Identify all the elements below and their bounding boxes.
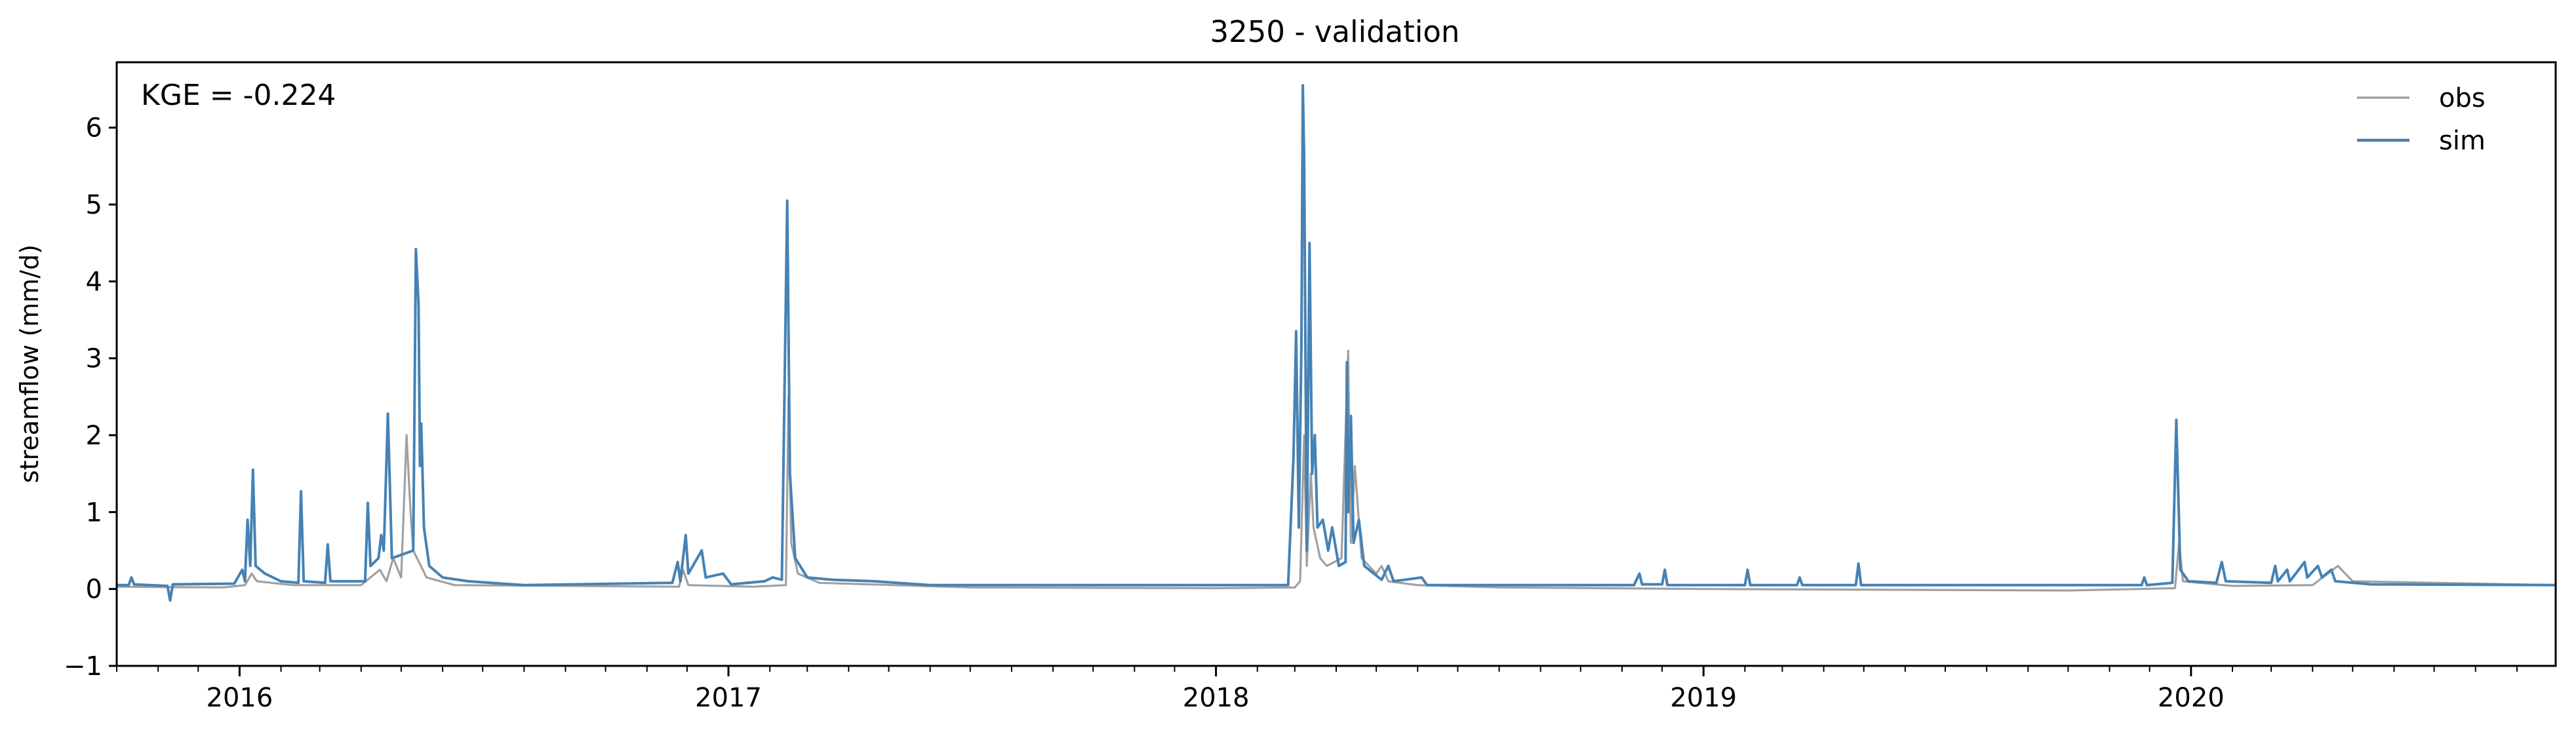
series-line-sim <box>117 84 2556 602</box>
x-tick-label: 2020 <box>2158 683 2225 713</box>
x-axis: 2016 2017 2018 2019 2020 <box>116 666 2518 713</box>
legend-label-sim: sim <box>2439 126 2486 156</box>
y-tick-label: 4 <box>86 267 102 297</box>
y-tick-label: −1 <box>64 651 102 682</box>
y-tick-label: 2 <box>86 421 102 451</box>
x-tick-label: 2019 <box>1670 683 1737 713</box>
y-tick-label: 1 <box>86 497 102 528</box>
y-tick-label: 6 <box>86 113 102 144</box>
y-tick-label: 5 <box>86 190 102 220</box>
y-tick-label: 3 <box>86 344 102 374</box>
x-tick-label: 2016 <box>207 683 273 713</box>
kge-annotation: KGE = -0.224 <box>141 79 336 112</box>
x-tick-label: 2018 <box>1183 683 1250 713</box>
chart-title: 3250 - validation <box>1210 14 1460 49</box>
legend: obs sim <box>2357 83 2486 156</box>
y-axis-label: streamflow (mm/d) <box>15 244 44 483</box>
plot-area <box>117 84 2556 602</box>
x-tick-label: 2017 <box>695 683 762 713</box>
y-axis: −1 0 1 2 3 4 5 6 <box>64 113 117 682</box>
legend-label-obs: obs <box>2439 83 2486 113</box>
y-tick-label: 0 <box>86 575 102 605</box>
